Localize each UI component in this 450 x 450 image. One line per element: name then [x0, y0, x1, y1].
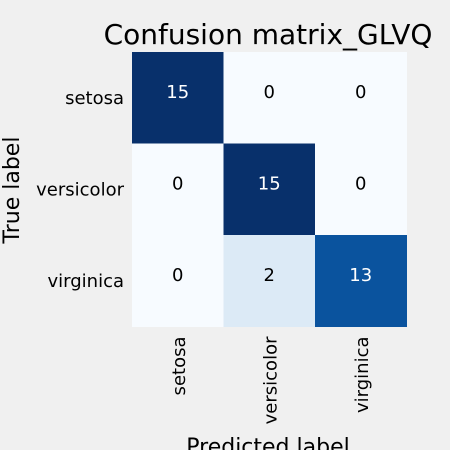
y-tick-label: virginica: [48, 271, 125, 292]
cell-value-label: 0: [355, 82, 366, 103]
heatmap-cell: [223, 52, 316, 144]
heatmap-cell: [132, 143, 224, 236]
heatmap-cell: [223, 235, 316, 327]
cell-value-label: 0: [172, 265, 183, 286]
cell-value-label: 13: [349, 265, 372, 286]
cell-value-label: 15: [166, 82, 189, 103]
cell-value-label: 0: [355, 174, 366, 195]
x-tick-labels: setosa versicolor virginica: [169, 336, 373, 424]
heatmap-cell: [132, 52, 224, 144]
heatmap-cell: [315, 235, 407, 327]
y-tick-label: setosa: [65, 88, 124, 109]
x-axis-label: Predicted label: [186, 435, 349, 450]
y-tick-label: versicolor: [36, 179, 124, 200]
x-tick-label: versicolor: [260, 336, 281, 424]
heatmap-cell: [132, 235, 224, 327]
x-tick-label: virginica: [352, 337, 373, 414]
y-tick-labels: setosa versicolor virginica: [36, 88, 124, 292]
heatmap-cell: [315, 52, 407, 144]
y-axis-label: True label: [0, 137, 25, 245]
heatmap-cells: 15 0 0 0 15 0 0 2 13: [132, 52, 407, 327]
cell-value-label: 0: [172, 174, 183, 195]
heatmap-cell: [223, 143, 316, 236]
heatmap-cell: [315, 143, 407, 236]
chart-title: Confusion matrix_GLVQ: [104, 18, 433, 51]
cell-value-label: 15: [258, 174, 281, 195]
cell-value-label: 0: [264, 82, 275, 103]
cell-value-label: 2: [264, 265, 275, 286]
x-tick-label: setosa: [169, 337, 190, 396]
